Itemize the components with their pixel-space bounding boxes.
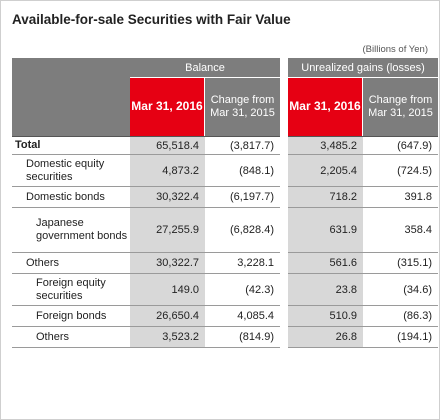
cell-unrealized-change: (315.1) <box>363 253 438 274</box>
row-label: Domestic bonds <box>12 187 130 208</box>
header-unrealized-mar-2016: Mar 31, 2016 <box>288 78 363 136</box>
header-balance-mar-2016: Mar 31, 2016 <box>130 78 205 136</box>
gap-cell <box>280 327 288 348</box>
gap-cell <box>280 274 288 306</box>
cell-unrealized-change: (86.3) <box>363 306 438 327</box>
cell-unrealized: 718.2 <box>288 187 363 208</box>
cell-unrealized: 510.9 <box>288 306 363 327</box>
page-title: Available-for-sale Securities with Fair … <box>12 12 291 27</box>
cell-balance-change: (6,828.4) <box>205 208 280 253</box>
cell-balance: 30,322.7 <box>130 253 205 274</box>
row-label: Others <box>12 253 130 274</box>
cell-balance: 149.0 <box>130 274 205 306</box>
cell-unrealized-change: (724.5) <box>363 155 438 187</box>
cell-balance: 4,873.2 <box>130 155 205 187</box>
cell-balance-change: 3,228.1 <box>205 253 280 274</box>
row-label: Foreign equity securities <box>12 274 130 306</box>
cell-unrealized-change: 358.4 <box>363 208 438 253</box>
cell-balance: 3,523.2 <box>130 327 205 348</box>
cell-balance-change: (6,197.7) <box>205 187 280 208</box>
cell-balance-change: (814.9) <box>205 327 280 348</box>
header-balance: Balance <box>130 58 280 78</box>
header-balance-change: Change from Mar 31, 2015 <box>205 78 280 136</box>
cell-unrealized: 561.6 <box>288 253 363 274</box>
cell-balance-change: (848.1) <box>205 155 280 187</box>
cell-unrealized-change: (194.1) <box>363 327 438 348</box>
unit-note: (Billions of Yen) <box>362 44 428 55</box>
header-corner <box>12 58 130 136</box>
cell-unrealized-change: (647.9) <box>363 136 438 155</box>
gap-cell <box>280 306 288 327</box>
row-label: Japanese government bonds <box>12 208 130 253</box>
cell-balance: 26,650.4 <box>130 306 205 327</box>
row-label: Total <box>12 136 130 155</box>
cell-balance: 65,518.4 <box>130 136 205 155</box>
gap-cell <box>280 187 288 208</box>
row-label: Domestic equity securities <box>12 155 130 187</box>
cell-balance-change: (42.3) <box>205 274 280 306</box>
header-unrealized-change: Change from Mar 31, 2015 <box>363 78 438 136</box>
cell-balance-change: (3,817.7) <box>205 136 280 155</box>
gap-cell <box>280 253 288 274</box>
header-gap <box>280 58 288 136</box>
row-label: Others <box>12 327 130 348</box>
cell-unrealized: 23.8 <box>288 274 363 306</box>
cell-unrealized-change: (34.6) <box>363 274 438 306</box>
gap-cell <box>280 136 288 155</box>
cell-unrealized: 3,485.2 <box>288 136 363 155</box>
cell-unrealized: 2,205.4 <box>288 155 363 187</box>
header-unrealized: Unrealized gains (losses) <box>288 58 438 78</box>
gap-cell <box>280 208 288 253</box>
cell-unrealized: 26.8 <box>288 327 363 348</box>
row-label: Foreign bonds <box>12 306 130 327</box>
cell-unrealized-change: 391.8 <box>363 187 438 208</box>
gap-cell <box>280 155 288 187</box>
cell-unrealized: 631.9 <box>288 208 363 253</box>
cell-balance: 30,322.4 <box>130 187 205 208</box>
cell-balance-change: 4,085.4 <box>205 306 280 327</box>
securities-table: Balance Unrealized gains (losses) Mar 31… <box>12 58 438 348</box>
cell-balance: 27,255.9 <box>130 208 205 253</box>
